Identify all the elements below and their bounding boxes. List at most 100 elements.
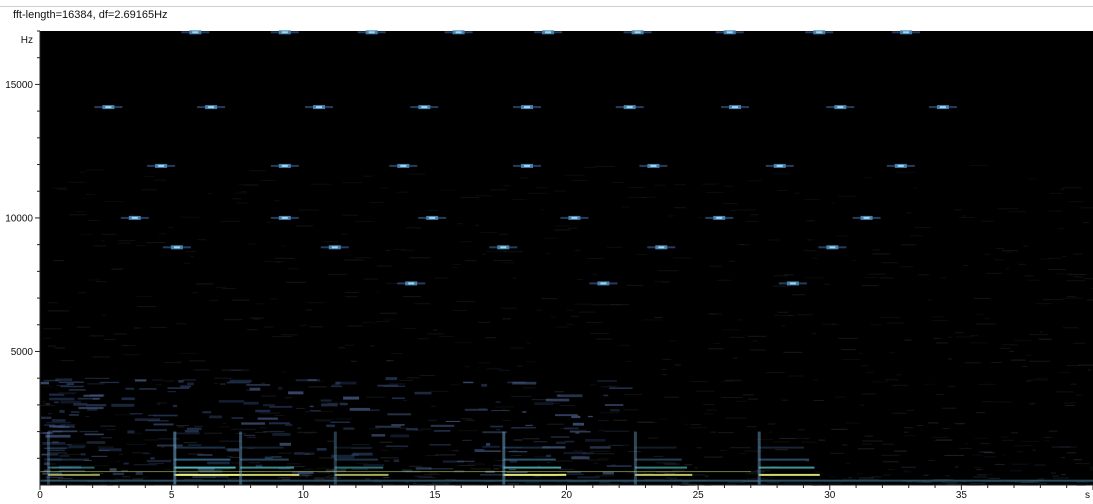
- noise-speck: [88, 279, 100, 281]
- noise-speck: [381, 450, 389, 451]
- broadband-patch: [565, 440, 575, 443]
- noise-speck: [345, 296, 358, 298]
- noise-speck: [969, 164, 988, 166]
- broadband-patch: [84, 433, 104, 436]
- broadband-patch: [186, 427, 202, 430]
- x-tick-label: 20: [561, 490, 573, 501]
- noise-speck: [413, 483, 417, 485]
- noise-speck: [1042, 299, 1064, 301]
- noise-speck: [496, 450, 515, 452]
- broadband-patch: [481, 383, 488, 387]
- noise-speck: [903, 471, 912, 473]
- noise-speck: [654, 316, 663, 318]
- noise-speck: [710, 431, 716, 433]
- noise-speck: [376, 265, 392, 267]
- noise-speck: [865, 371, 875, 373]
- noise-speck: [187, 453, 204, 455]
- noise-speck: [176, 323, 187, 325]
- broadband-patch: [474, 449, 485, 452]
- noise-speck: [282, 478, 290, 480]
- noise-speck: [976, 323, 996, 325]
- noise-speck: [252, 318, 261, 320]
- broadband-patch: [582, 452, 594, 455]
- noise-speck: [405, 481, 409, 483]
- noise-speck: [611, 464, 616, 466]
- broadband-patch: [47, 452, 68, 454]
- broadband-patch: [572, 422, 584, 426]
- broadband-patch: [326, 424, 335, 428]
- noise-speck: [246, 436, 257, 438]
- noise-speck: [443, 483, 449, 485]
- broadband-patch: [58, 381, 84, 383]
- noise-speck: [277, 477, 291, 479]
- noise-speck: [183, 442, 197, 444]
- noise-speck: [1062, 187, 1082, 189]
- fundamental-band: [758, 473, 820, 476]
- noise-speck: [382, 477, 390, 478]
- noise-speck: [499, 233, 508, 235]
- noise-speck: [936, 393, 945, 395]
- noise-speck: [1006, 251, 1012, 253]
- noise-speck: [1017, 451, 1024, 453]
- broadband-patch: [391, 424, 405, 426]
- broadband-patch: [609, 387, 633, 389]
- noise-speck: [695, 390, 715, 392]
- noise-speck: [1066, 296, 1076, 297]
- noise-speck: [894, 450, 908, 452]
- noise-speck: [57, 478, 73, 479]
- broadband-patch: [153, 414, 178, 417]
- fundamental-band: [47, 473, 100, 476]
- y-ticks: 5000 10000 15000: [5, 30, 40, 459]
- noise-speck: [767, 476, 774, 478]
- noise-speck: [345, 292, 359, 293]
- noise-speck: [600, 386, 616, 388]
- noise-speck: [227, 455, 233, 457]
- noise-speck: [940, 277, 946, 279]
- noise-speck: [1011, 463, 1029, 465]
- broadband-patch: [227, 448, 240, 452]
- noise-speck: [379, 312, 397, 314]
- noise-speck: [779, 438, 797, 439]
- broadband-patch: [55, 378, 73, 381]
- noise-speck: [769, 431, 773, 433]
- noise-speck: [1068, 201, 1084, 203]
- noise-speck: [78, 292, 87, 294]
- noise-speck: [981, 220, 994, 222]
- harmonic-layer: [94, 30, 957, 286]
- broadband-patch: [157, 444, 183, 447]
- broadband-patch: [307, 379, 317, 381]
- noise-speck: [805, 199, 821, 201]
- broadband-patch: [429, 468, 454, 470]
- noise-speck: [327, 440, 334, 442]
- noise-speck: [512, 277, 517, 279]
- broadband-patch: [43, 432, 54, 434]
- noise-speck: [361, 321, 373, 323]
- broadband-patch: [229, 379, 252, 382]
- noise-speck: [287, 268, 298, 270]
- broadband-patch: [406, 428, 419, 431]
- noise-speck: [862, 443, 873, 445]
- broadband-patch: [172, 404, 178, 408]
- noise-speck: [334, 244, 339, 246]
- fundamental-band: [503, 458, 556, 461]
- broadband-patch: [49, 393, 65, 396]
- noise-speck: [183, 262, 191, 264]
- noise-speck: [146, 242, 166, 244]
- broadband-patch: [135, 379, 147, 382]
- noise-speck: [502, 318, 511, 320]
- harmonic-peak: [105, 106, 112, 109]
- noise-speck: [974, 437, 989, 439]
- noise-speck: [94, 465, 110, 467]
- noise-speck: [717, 432, 734, 434]
- noise-speck: [1078, 364, 1093, 366]
- noise-speck: [635, 254, 648, 256]
- noise-speck: [449, 384, 461, 386]
- broadband-patch: [352, 452, 373, 456]
- noise-speck: [397, 191, 408, 193]
- noise-speck: [432, 482, 451, 484]
- noise-speck: [47, 345, 56, 347]
- broadband-patch: [386, 445, 409, 448]
- noise-speck: [1048, 257, 1061, 259]
- broadband-patch: [585, 439, 606, 442]
